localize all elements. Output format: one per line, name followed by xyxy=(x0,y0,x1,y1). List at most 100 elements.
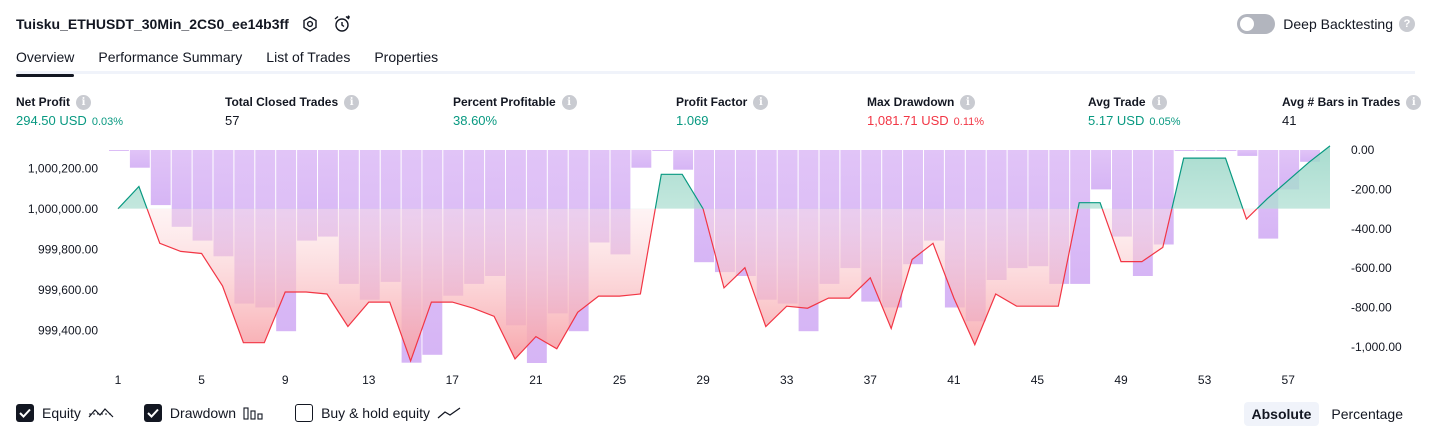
x-tick-label: 49 xyxy=(1114,373,1128,387)
stat-net-profit: Net Profit i 294.50 USD 0.03% xyxy=(16,94,123,129)
stat-value: 41 xyxy=(1282,113,1297,128)
legend-equity[interactable]: Equity xyxy=(16,404,114,422)
stat-percent: 0.03% xyxy=(91,116,124,128)
left-tick-label: 1,000,200.00 xyxy=(28,161,98,175)
x-tick-label: 5 xyxy=(198,373,205,387)
x-tick-label: 25 xyxy=(613,373,627,387)
percentage-button[interactable]: Percentage xyxy=(1331,406,1403,422)
stat-value: 1,081.71 USD xyxy=(867,113,949,128)
tab-bar: Overview Performance Summary List of Tra… xyxy=(16,44,1415,77)
equity-profit-area xyxy=(118,145,1330,209)
right-tick-label: -400.00 xyxy=(1351,222,1392,236)
legend-label: Buy & hold equity xyxy=(321,405,431,421)
strategy-title: Tuisku_ETHUSDT_30Min_2CS0_ee14b3ff xyxy=(16,16,289,32)
stat-label: Max Drawdown xyxy=(867,95,955,109)
drawdown-bar xyxy=(129,150,150,168)
stat-profit-factor: Profit Factor i 1.069 xyxy=(676,94,769,129)
help-icon[interactable]: ? xyxy=(1399,16,1415,32)
equity-checkbox[interactable] xyxy=(16,404,34,422)
x-axis: 1 5 9 13 17 21 25 29 33 37 41 45 49 53 57 xyxy=(115,373,1296,387)
x-tick-label: 57 xyxy=(1282,373,1296,387)
drawdown-bar xyxy=(631,150,652,168)
drawdown-bars-icon xyxy=(243,406,265,420)
value-mode-switch: Absolute Percentage xyxy=(1240,402,1412,426)
legend-label: Equity xyxy=(42,405,81,421)
stat-value: 294.50 USD xyxy=(16,113,87,128)
stat-label: Net Profit xyxy=(16,95,70,109)
x-tick-label: 33 xyxy=(780,373,794,387)
x-tick-label: 21 xyxy=(529,373,543,387)
x-tick-label: 29 xyxy=(696,373,710,387)
buy-hold-line-icon xyxy=(437,406,461,420)
stat-label: Avg Trade xyxy=(1088,95,1146,109)
stat-max-drawdown: Max Drawdown i 1,081.71 USD 0.11% xyxy=(867,94,984,129)
alarm-icon[interactable] xyxy=(331,13,353,35)
drawdown-bar xyxy=(1300,150,1320,162)
legend-label: Drawdown xyxy=(169,405,237,421)
stat-percent: 0.11% xyxy=(953,116,985,128)
stat-label: Percent Profitable xyxy=(453,95,556,109)
x-tick-label: 17 xyxy=(446,373,460,387)
drawdown-bar xyxy=(171,150,192,227)
x-tick-label: 41 xyxy=(947,373,961,387)
drawdown-bar xyxy=(1216,150,1237,151)
drawdown-bar xyxy=(1174,150,1195,151)
stat-value: 5.17 USD xyxy=(1088,113,1145,128)
stat-avg-trade: Avg Trade i 5.17 USD 0.05% xyxy=(1088,94,1181,129)
drawdown-bar xyxy=(1091,150,1111,190)
stat-total-closed-trades: Total Closed Trades i 57 xyxy=(225,94,360,129)
equity-line-icon xyxy=(88,406,114,420)
x-tick-label: 53 xyxy=(1198,373,1212,387)
stat-value: 1.069 xyxy=(676,113,709,128)
stat-avg-bars: Avg # Bars in Trades i 41 xyxy=(1282,94,1422,129)
tab-list-of-trades[interactable]: List of Trades xyxy=(266,49,351,65)
right-tick-label: -200.00 xyxy=(1351,182,1392,196)
equity-line-loss xyxy=(118,208,1258,363)
info-icon[interactable]: i xyxy=(1151,94,1167,110)
info-icon[interactable]: i xyxy=(1406,94,1422,110)
drawdown-bar xyxy=(150,150,171,206)
tab-overview[interactable]: Overview xyxy=(16,44,75,77)
stat-label: Avg # Bars in Trades xyxy=(1282,95,1401,109)
info-icon[interactable]: i xyxy=(960,94,976,110)
stat-percent-profitable: Percent Profitable i 38.60% xyxy=(453,94,577,129)
right-axis: 0.00 -200.00 -400.00 -600.00 -800.00 -1,000.0… xyxy=(1351,143,1402,354)
toggle-knob xyxy=(1240,17,1255,31)
equity-loss-area xyxy=(147,208,1257,361)
legend-drawdown[interactable]: Drawdown xyxy=(143,404,265,422)
stat-value: 57 xyxy=(225,113,240,128)
left-axis: 1,000,200.00 1,000,000.00 999,800.00 999,60… xyxy=(28,161,98,337)
x-tick-label: 37 xyxy=(864,373,878,387)
deep-backtesting-toggle[interactable] xyxy=(1237,14,1276,34)
x-tick-label: 13 xyxy=(362,373,376,387)
left-tick-label: 1,000,000.00 xyxy=(28,202,98,216)
settings-icon[interactable] xyxy=(299,13,321,35)
drawdown-bar xyxy=(652,150,673,151)
info-icon[interactable]: i xyxy=(76,94,91,110)
x-tick-label: 45 xyxy=(1031,373,1045,387)
x-tick-label: 1 xyxy=(115,373,122,387)
drawdown-bar xyxy=(1070,150,1091,284)
tab-properties[interactable]: Properties xyxy=(374,49,439,65)
info-icon[interactable]: i xyxy=(753,94,769,110)
header: Tuisku_ETHUSDT_30Min_2CS0_ee14b3ff xyxy=(16,12,353,36)
absolute-button[interactable]: Absolute xyxy=(1243,402,1320,426)
drawdown-bar xyxy=(1258,150,1279,239)
legend-buy-hold[interactable]: Buy & hold equity xyxy=(295,404,461,422)
deep-backtesting-label: Deep Backtesting xyxy=(1283,16,1393,32)
info-icon[interactable]: i xyxy=(561,94,577,110)
left-tick-label: 999,600.00 xyxy=(38,283,98,297)
drawdown-bar xyxy=(694,150,714,263)
right-tick-label: -600.00 xyxy=(1351,261,1392,275)
equity-chart[interactable]: 1,000,200.00 1,000,000.00 999,800.00 999,60… xyxy=(0,138,1431,398)
stat-percent: 0.05% xyxy=(1149,116,1181,128)
stat-value: 38.60% xyxy=(453,113,498,128)
left-tick-label: 999,800.00 xyxy=(38,242,98,256)
info-icon[interactable]: i xyxy=(344,94,360,110)
chart-legend: Equity Drawdown Buy & hold equity xyxy=(16,404,491,422)
drawdown-bar xyxy=(1237,150,1258,156)
drawdown-checkbox[interactable] xyxy=(143,404,162,422)
buy-hold-checkbox[interactable] xyxy=(295,404,314,422)
right-tick-label: 0.00 xyxy=(1351,143,1375,157)
tab-performance-summary[interactable]: Performance Summary xyxy=(98,49,243,65)
